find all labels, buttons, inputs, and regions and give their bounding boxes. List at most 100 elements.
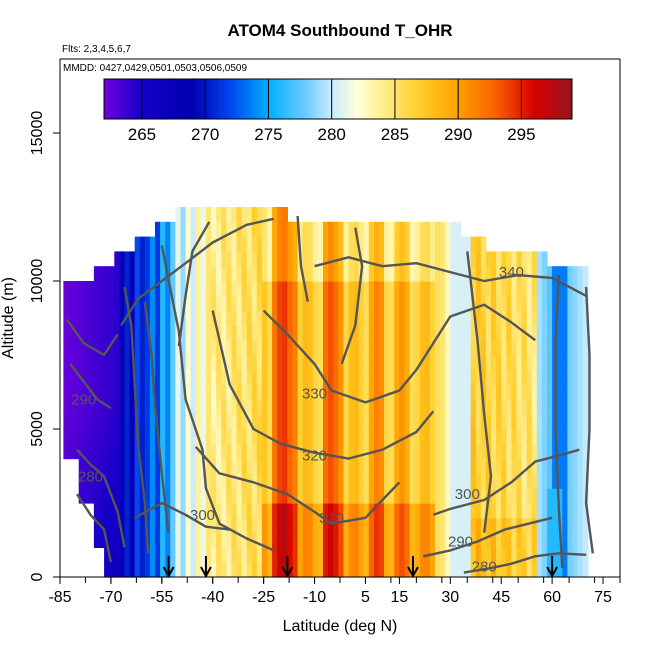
heatmap-cell	[317, 399, 324, 415]
heatmap-cell	[246, 443, 253, 460]
heatmap-cell	[226, 443, 232, 460]
heatmap-cell	[139, 266, 146, 282]
heatmap-cell	[119, 473, 126, 489]
heatmap-cell	[582, 295, 589, 312]
heatmap-cell	[338, 369, 344, 386]
heatmap-cell	[450, 562, 456, 578]
heatmap-cell	[541, 562, 548, 578]
heatmap-cell	[93, 384, 100, 400]
heatmap-cell	[93, 532, 100, 548]
heatmap-cell	[389, 488, 395, 504]
heatmap-cell	[358, 414, 365, 430]
heatmap-cell	[557, 488, 563, 504]
heatmap-cell	[491, 355, 497, 371]
heatmap-cell	[343, 429, 350, 445]
heatmap-cell	[547, 281, 553, 297]
heatmap-cell	[399, 221, 406, 238]
heatmap-cell	[521, 399, 528, 415]
contour-line	[463, 552, 587, 574]
heatmap-cell	[353, 384, 360, 400]
heatmap-cell	[221, 384, 227, 400]
heatmap-cell	[297, 547, 304, 563]
heatmap-cell	[221, 473, 227, 489]
heatmap-cell	[582, 369, 589, 386]
heatmap-cell	[348, 517, 355, 534]
heatmap-cell	[491, 310, 497, 326]
heatmap-cell	[379, 325, 385, 341]
heatmap-cell	[241, 355, 248, 371]
heatmap-cell	[195, 384, 202, 400]
heatmap-cell	[195, 414, 202, 430]
heatmap-cell	[246, 562, 253, 578]
heatmap-cell	[501, 266, 507, 282]
heatmap-cell	[343, 562, 350, 578]
colorbar-swatch	[546, 79, 551, 119]
heatmap-cell	[292, 532, 299, 548]
y-tick-label: 15000	[29, 111, 46, 156]
heatmap-cell	[429, 295, 436, 312]
heatmap-cell	[134, 369, 141, 386]
heatmap-cell	[399, 517, 406, 534]
heatmap-cell	[282, 473, 288, 489]
heatmap-cell	[323, 295, 329, 312]
heatmap-cell	[190, 281, 197, 297]
heatmap-cell	[480, 443, 487, 460]
heatmap-cell	[246, 384, 253, 400]
heatmap-cell	[231, 399, 238, 415]
heatmap-cell	[216, 251, 222, 267]
heatmap-cell	[119, 488, 126, 504]
heatmap-cell	[557, 355, 563, 371]
heatmap-cell	[216, 473, 222, 489]
heatmap-cell	[216, 532, 222, 548]
heatmap-cell	[424, 473, 431, 489]
heatmap-cell	[251, 384, 258, 400]
heatmap-cell	[516, 488, 523, 504]
heatmap-cell	[83, 458, 90, 474]
heatmap-cell	[348, 503, 355, 519]
heatmap-cell	[348, 221, 355, 238]
heatmap-cell	[292, 369, 299, 386]
heatmap-cell	[175, 547, 182, 563]
heatmap-cell	[205, 266, 212, 282]
heatmap-cell	[211, 473, 217, 489]
x-tick-label: 75	[594, 589, 612, 606]
heatmap-cell	[200, 429, 207, 445]
heatmap-cell	[394, 340, 400, 356]
heatmap-cell	[521, 414, 528, 430]
heatmap-cell	[149, 295, 156, 312]
contour-label: 320	[302, 448, 327, 465]
heatmap-cell	[226, 236, 232, 252]
heatmap-cell	[429, 266, 436, 282]
heatmap-cell	[129, 384, 136, 400]
heatmap-cell	[134, 488, 141, 504]
heatmap-cell	[531, 266, 538, 282]
heatmap-cell	[547, 532, 553, 548]
heatmap-cell	[496, 295, 502, 312]
heatmap-cell	[83, 310, 90, 326]
heatmap-cell	[231, 355, 238, 371]
heatmap-cell	[292, 414, 299, 430]
heatmap-cell	[256, 399, 263, 415]
heatmap-cell	[292, 488, 299, 504]
heatmap-cell	[526, 266, 533, 282]
heatmap-cell	[480, 325, 487, 341]
heatmap-cell	[99, 340, 105, 356]
heatmap-cell	[536, 414, 543, 430]
heatmap-cell	[124, 562, 131, 578]
heatmap-cell	[465, 369, 472, 386]
contour-line	[340, 227, 364, 365]
heatmap-cell	[531, 251, 538, 267]
heatmap-cell	[419, 532, 426, 548]
heatmap-cell	[104, 369, 110, 386]
heatmap-cell	[567, 384, 574, 400]
heatmap-cell	[485, 473, 492, 489]
heatmap-cell	[292, 547, 299, 563]
heatmap-cell	[470, 325, 477, 341]
heatmap-cell	[536, 281, 543, 297]
heatmap-cell	[119, 281, 126, 297]
heatmap-cell	[282, 281, 288, 297]
heatmap-cell	[190, 517, 197, 534]
y-tick-label: 5000	[29, 411, 46, 447]
heatmap-cell	[277, 503, 283, 519]
heatmap-cell	[160, 340, 166, 356]
